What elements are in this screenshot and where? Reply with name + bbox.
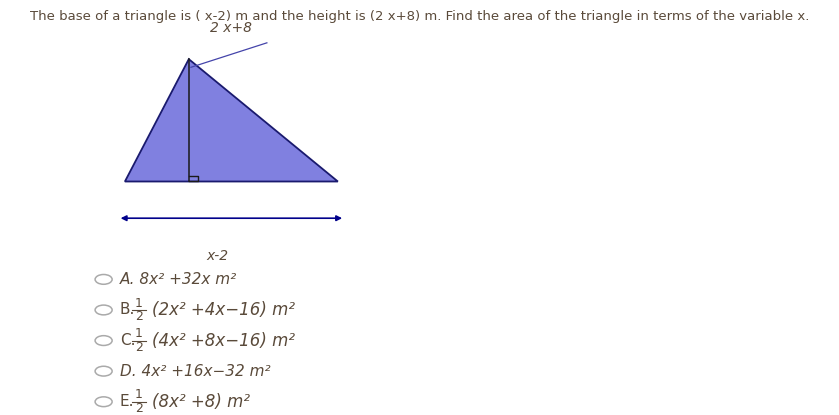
Text: 1: 1 bbox=[135, 327, 143, 340]
Text: x-2: x-2 bbox=[206, 249, 228, 263]
Polygon shape bbox=[125, 59, 338, 181]
Text: 2: 2 bbox=[135, 310, 143, 323]
Text: D. 4x² +16x−32 m²: D. 4x² +16x−32 m² bbox=[120, 364, 270, 378]
Text: 1: 1 bbox=[135, 297, 143, 310]
Text: (2x² +4x−16) m²: (2x² +4x−16) m² bbox=[152, 301, 294, 319]
Text: 2: 2 bbox=[135, 402, 143, 415]
Text: E.: E. bbox=[120, 394, 134, 409]
Text: (4x² +8x−16) m²: (4x² +8x−16) m² bbox=[152, 332, 294, 349]
Text: The base of a triangle is ( x-2) m and the height is (2 x+8) m. Find the area of: The base of a triangle is ( x-2) m and t… bbox=[30, 10, 809, 23]
Text: 2 x+8: 2 x+8 bbox=[211, 21, 253, 35]
Text: C.: C. bbox=[120, 333, 135, 348]
Text: 1: 1 bbox=[135, 388, 143, 401]
Text: B.: B. bbox=[120, 303, 135, 317]
Text: A. 8x² +32x m²: A. 8x² +32x m² bbox=[120, 272, 237, 287]
Text: (8x² +8) m²: (8x² +8) m² bbox=[152, 393, 250, 411]
Text: 2: 2 bbox=[135, 341, 143, 354]
